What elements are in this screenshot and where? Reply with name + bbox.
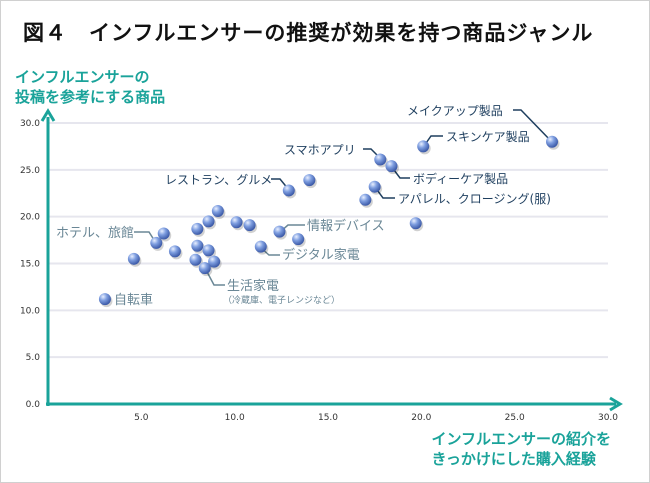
x-axis-label-line2: きっかけにした購入経験 [431, 450, 596, 468]
data-point [189, 253, 202, 266]
annotation-label: 生活家電 [227, 278, 279, 294]
x-tick-label: 30.0 [598, 413, 618, 423]
data-point [243, 219, 256, 232]
leader-line [204, 267, 225, 286]
data-point [202, 244, 215, 257]
data-point [292, 233, 305, 246]
y-tick-label: 0.0 [26, 400, 41, 410]
data-point [374, 153, 387, 166]
data-point [127, 252, 140, 265]
annotation-label: デジタル家電 [282, 247, 360, 263]
data-point [202, 215, 215, 228]
data-point [546, 135, 558, 148]
x-axis-arrow [609, 396, 623, 412]
data-point [191, 239, 204, 252]
y-axis-label-line2: 投稿を参考にする商品 [15, 88, 166, 106]
annotation-label: ボディーケア製品 [413, 171, 508, 186]
y-tick-label: 20.0 [20, 213, 40, 223]
annotation-sublabel: （冷蔵庫、電子レンジなど） [223, 294, 340, 306]
data-point [157, 227, 170, 240]
x-tick-label: 20.0 [411, 413, 431, 423]
annotation-label: スマホアプリ [284, 143, 356, 157]
data-point [98, 293, 111, 306]
data-point [359, 193, 372, 206]
data-point [208, 255, 221, 268]
x-axis-label-line1: インフルエンサーの紹介を [431, 430, 611, 448]
y-axis-label-line1: インフルエンサーの [15, 68, 150, 86]
y-axis-label: インフルエンサーの 投稿を参考にする商品 [15, 67, 165, 107]
data-point [385, 160, 398, 173]
annotation-label: スキンケア製品 [446, 130, 530, 144]
y-tick-label: 25.0 [20, 166, 40, 176]
leader-line [513, 109, 553, 143]
data-point [409, 217, 422, 230]
chart-title: 図４ インフルエンサーの推奨が効果を持つ商品ジャンル [23, 21, 594, 45]
data-point [191, 222, 204, 235]
annotation-label: レストラン、グルメ [165, 173, 272, 187]
y-tick-label: 30.0 [20, 119, 40, 129]
annotation-label: 自転車 [114, 293, 153, 308]
data-point [368, 180, 381, 193]
data-point [254, 240, 267, 253]
annotation-label: アパレル、クロージング(服) [398, 192, 551, 206]
data-point [211, 205, 224, 218]
data-point [303, 174, 316, 187]
annotation-label: 情報デバイス [307, 218, 385, 234]
x-tick-label: 15.0 [318, 413, 338, 423]
x-axis-label: インフルエンサーの紹介を きっかけにした購入経験 [431, 429, 611, 469]
annotation-label: メイクアップ製品 [407, 104, 503, 118]
data-point [273, 225, 286, 238]
data-point [230, 216, 243, 229]
x-tick-label: 10.0 [225, 413, 245, 423]
data-point [150, 236, 163, 249]
y-axis-arrow [40, 108, 56, 122]
x-tick-label: 25.0 [505, 413, 525, 423]
annotation-label: ホテル、旅館 [56, 226, 134, 241]
data-point [417, 140, 430, 153]
data-point [168, 245, 181, 258]
x-tick-label: 5.0 [134, 413, 149, 423]
y-tick-label: 10.0 [20, 306, 40, 316]
y-tick-label: 5.0 [26, 353, 41, 363]
data-point [282, 184, 295, 197]
data-point [198, 262, 211, 275]
y-tick-label: 15.0 [20, 260, 40, 270]
